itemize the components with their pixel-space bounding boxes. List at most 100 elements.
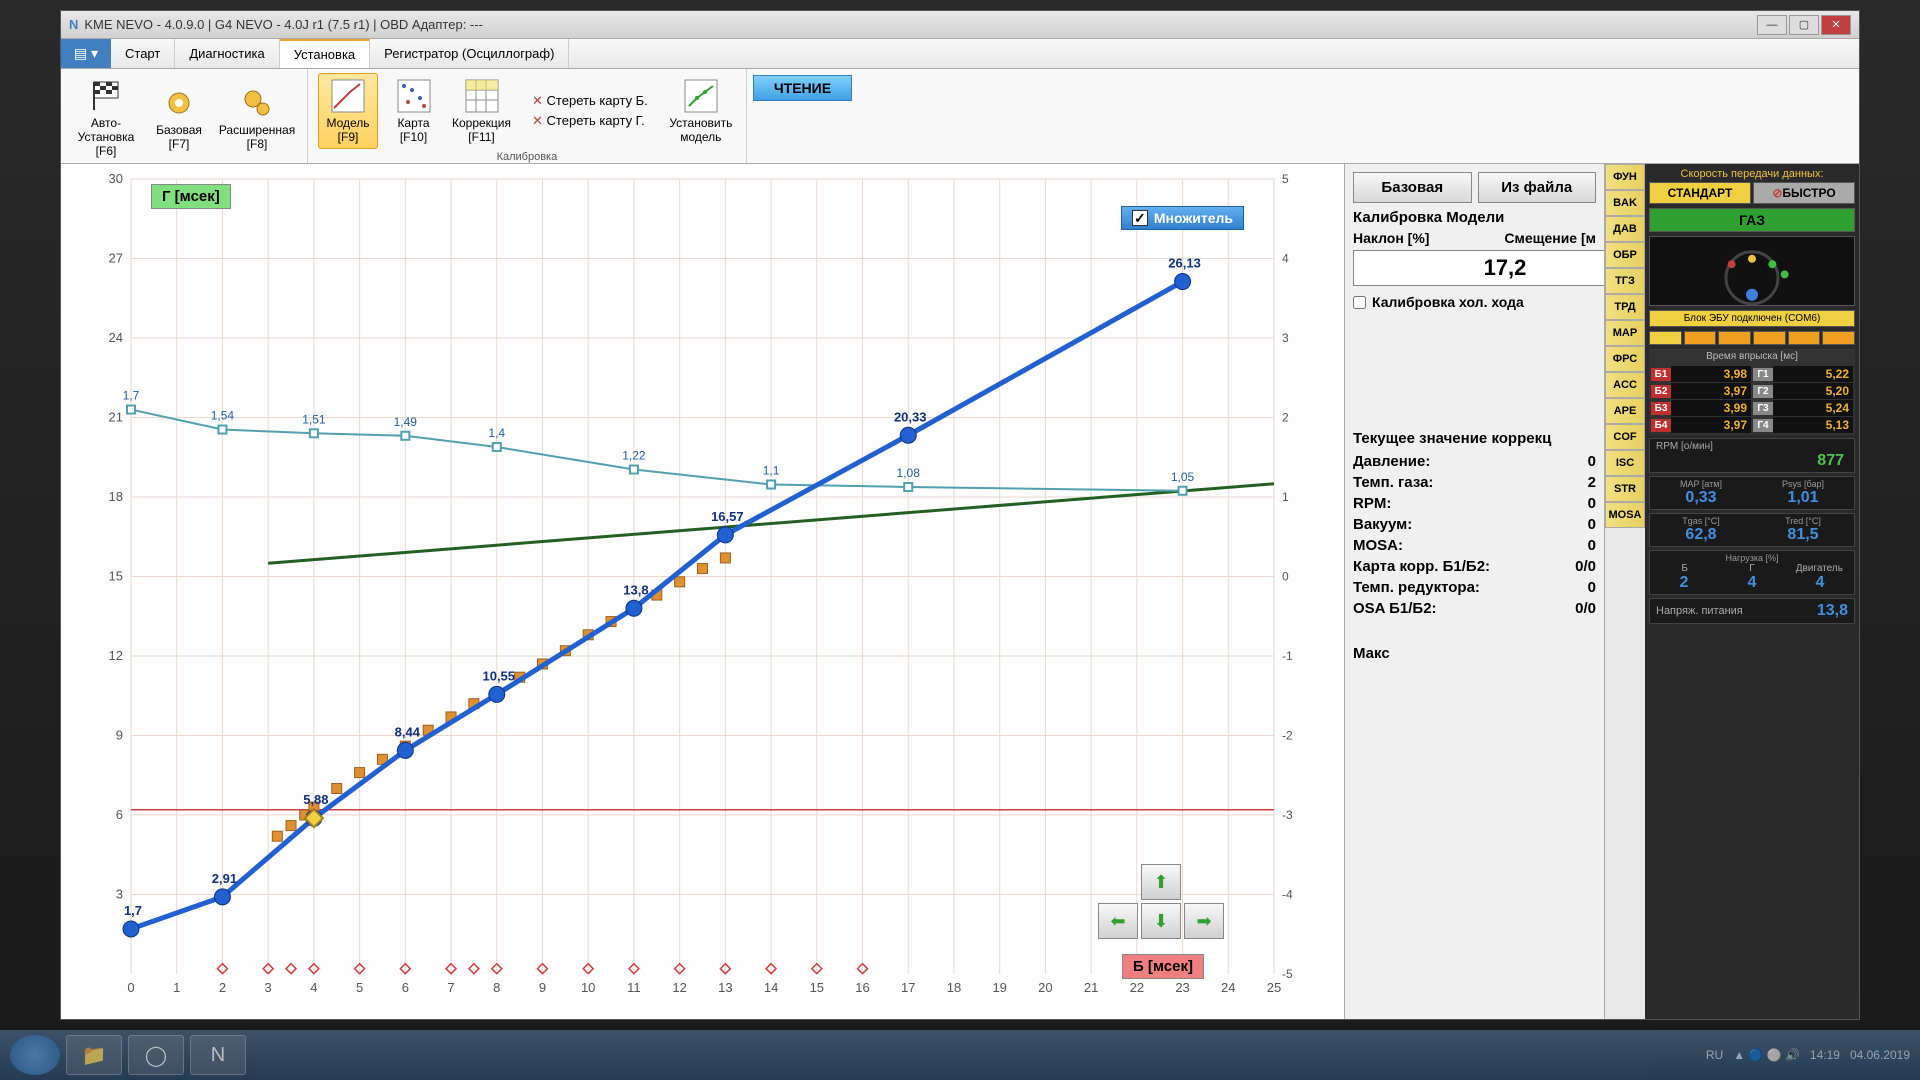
maximize-button[interactable]: ▢ (1789, 15, 1819, 35)
svg-text:10: 10 (581, 980, 595, 995)
svg-text:-3: -3 (1282, 808, 1293, 822)
tab-registrator[interactable]: Регистратор (Осциллограф) (370, 39, 569, 68)
side-tab-str[interactable]: STR (1605, 476, 1645, 502)
svg-text:2,91: 2,91 (212, 871, 237, 886)
svg-text:1,54: 1,54 (211, 409, 235, 423)
svg-text:9: 9 (116, 728, 123, 743)
titlebar[interactable]: N KME NEVO - 4.0.9.0 | G4 NEVO - 4.0J r1… (61, 11, 1859, 39)
svg-text:16: 16 (855, 980, 869, 995)
svg-text:21: 21 (109, 410, 123, 425)
side-tab-acc[interactable]: ACC (1605, 372, 1645, 398)
tab-diagnostics[interactable]: Диагностика (175, 39, 279, 68)
erase-map-b-button[interactable]: ✕ Стереть карту Б. (532, 93, 648, 109)
chart-area[interactable]: Г [мсек] Б [мсек] ✓ Множитель 3691215182… (61, 164, 1344, 1019)
slope-label: Наклон [%] (1353, 230, 1429, 246)
task-chrome[interactable]: ◯ (128, 1035, 184, 1075)
reading-button[interactable]: ЧТЕНИЕ (753, 75, 852, 101)
taskbar[interactable]: 📁 ◯ N RU ▲ 🔵 ⚪ 🔊 14:19 04.06.2019 (0, 1030, 1920, 1080)
idle-calib-checkbox[interactable] (1353, 296, 1366, 309)
arrow-up-button[interactable]: ⬆ (1141, 864, 1181, 900)
svg-text:6: 6 (402, 980, 409, 995)
gas-indicator: ГАЗ (1649, 208, 1855, 232)
model-button[interactable]: Модель [F9] (318, 73, 378, 149)
task-explorer[interactable]: 📁 (66, 1035, 122, 1075)
svg-text:1,05: 1,05 (1171, 470, 1195, 484)
side-tab-тгз[interactable]: ТГЗ (1605, 268, 1645, 294)
close-button[interactable]: ✕ (1821, 15, 1851, 35)
side-tab-трд[interactable]: ТРД (1605, 294, 1645, 320)
side-tab-фун[interactable]: ФУН (1605, 164, 1645, 190)
tab-install[interactable]: Установка (280, 39, 370, 68)
arrow-down-button[interactable]: ⬇ (1141, 903, 1181, 939)
base-config-button[interactable]: Базовая [F7] (149, 73, 209, 163)
info-row: RPM:0 (1353, 493, 1596, 514)
from-file-button[interactable]: Из файла (1478, 172, 1597, 203)
base-button[interactable]: Базовая (1353, 172, 1472, 203)
standard-mode-button[interactable]: СТАНДАРТ (1649, 182, 1751, 204)
side-tabs: ФУНBAKДАВОБРТГЗТРДMAPФРСACCAPECOFISCSTRM… (1605, 164, 1645, 1019)
side-tab-cof[interactable]: COF (1605, 424, 1645, 450)
ribbon: Авто-Установка [F6] Базовая [F7] Расшире… (61, 69, 1859, 164)
multiplier-checkbox[interactable]: ✓ Множитель (1121, 206, 1244, 230)
svg-text:1: 1 (173, 980, 180, 995)
gears-icon (239, 85, 275, 121)
erase-map-g-button[interactable]: ✕ Стереть карту Г. (532, 113, 648, 129)
svg-text:1,7: 1,7 (123, 389, 140, 403)
svg-text:24: 24 (1221, 980, 1235, 995)
side-tab-фрс[interactable]: ФРС (1605, 346, 1645, 372)
svg-text:-4: -4 (1282, 888, 1293, 902)
set-model-button[interactable]: Установить модель (666, 73, 736, 149)
svg-text:9: 9 (539, 980, 546, 995)
auto-install-button[interactable]: Авто-Установка [F6] (71, 73, 141, 163)
side-tab-bak[interactable]: BAK (1605, 190, 1645, 216)
lambda-2 (1684, 331, 1717, 345)
side-tab-дав[interactable]: ДАВ (1605, 216, 1645, 242)
svg-text:8: 8 (493, 980, 500, 995)
voltage-label: Напряж. питания (1656, 605, 1743, 617)
task-nevo[interactable]: N (190, 1035, 246, 1075)
map-button[interactable]: Карта [F10] (386, 73, 441, 149)
svg-text:8,44: 8,44 (395, 724, 421, 739)
start-button[interactable] (10, 1035, 60, 1075)
fast-mode-button[interactable]: ⊘БЫСТРО (1753, 182, 1855, 204)
main-window: N KME NEVO - 4.0.9.0 | G4 NEVO - 4.0J r1… (60, 10, 1860, 1020)
grid-scatter-icon (396, 78, 432, 114)
lambda-1 (1649, 331, 1682, 345)
arrow-right-button[interactable]: ➡ (1184, 903, 1224, 939)
calib-model-title: Калибровка Модели (1353, 209, 1596, 226)
svg-text:2: 2 (1282, 411, 1289, 425)
tray-icons[interactable]: ▲ 🔵 ⚪ 🔊 (1733, 1048, 1800, 1062)
calib-group-label: Калибровка (318, 149, 736, 163)
side-tab-isc[interactable]: ISC (1605, 450, 1645, 476)
svg-text:10,55: 10,55 (482, 668, 515, 683)
tray-time[interactable]: 14:19 (1810, 1048, 1840, 1062)
info-row: OSA Б1/Б2:0/0 (1353, 598, 1596, 619)
tray-lang[interactable]: RU (1706, 1048, 1723, 1062)
correction-button[interactable]: Коррекция [F11] (449, 73, 514, 149)
svg-text:24: 24 (109, 330, 123, 345)
extended-config-button[interactable]: Расширенная [F8] (217, 73, 297, 163)
tred-value: 81,5 (1754, 526, 1852, 544)
side-tab-обр[interactable]: ОБР (1605, 242, 1645, 268)
app-icon: N (69, 17, 78, 32)
side-tab-ape[interactable]: APE (1605, 398, 1645, 424)
svg-text:1,08: 1,08 (897, 466, 921, 480)
side-tab-mosa[interactable]: MOSA (1605, 502, 1645, 528)
psys-value: 1,01 (1754, 489, 1852, 507)
arrow-left-button[interactable]: ⬅ (1098, 903, 1138, 939)
svg-text:1,7: 1,7 (124, 903, 142, 918)
ecu-status: Блок ЭБУ подключен (COM6) (1649, 310, 1855, 327)
svg-text:1,51: 1,51 (302, 412, 326, 426)
lambda-5 (1788, 331, 1821, 345)
svg-text:6: 6 (116, 807, 123, 822)
gauge-widget (1649, 236, 1855, 306)
svg-text:18: 18 (109, 489, 123, 504)
status-panel: Скорость передачи данных: СТАНДАРТ ⊘БЫСТ… (1645, 164, 1859, 1019)
side-tab-map[interactable]: MAP (1605, 320, 1645, 346)
idle-calib-label: Калибровка хол. хода (1372, 294, 1524, 310)
tab-start[interactable]: Старт (111, 39, 175, 68)
x-axis-label: Б [мсек] (1122, 954, 1204, 979)
app-menu-button[interactable]: ▤ ▾ (61, 39, 111, 68)
minimize-button[interactable]: — (1757, 15, 1787, 35)
svg-text:3: 3 (116, 887, 123, 902)
